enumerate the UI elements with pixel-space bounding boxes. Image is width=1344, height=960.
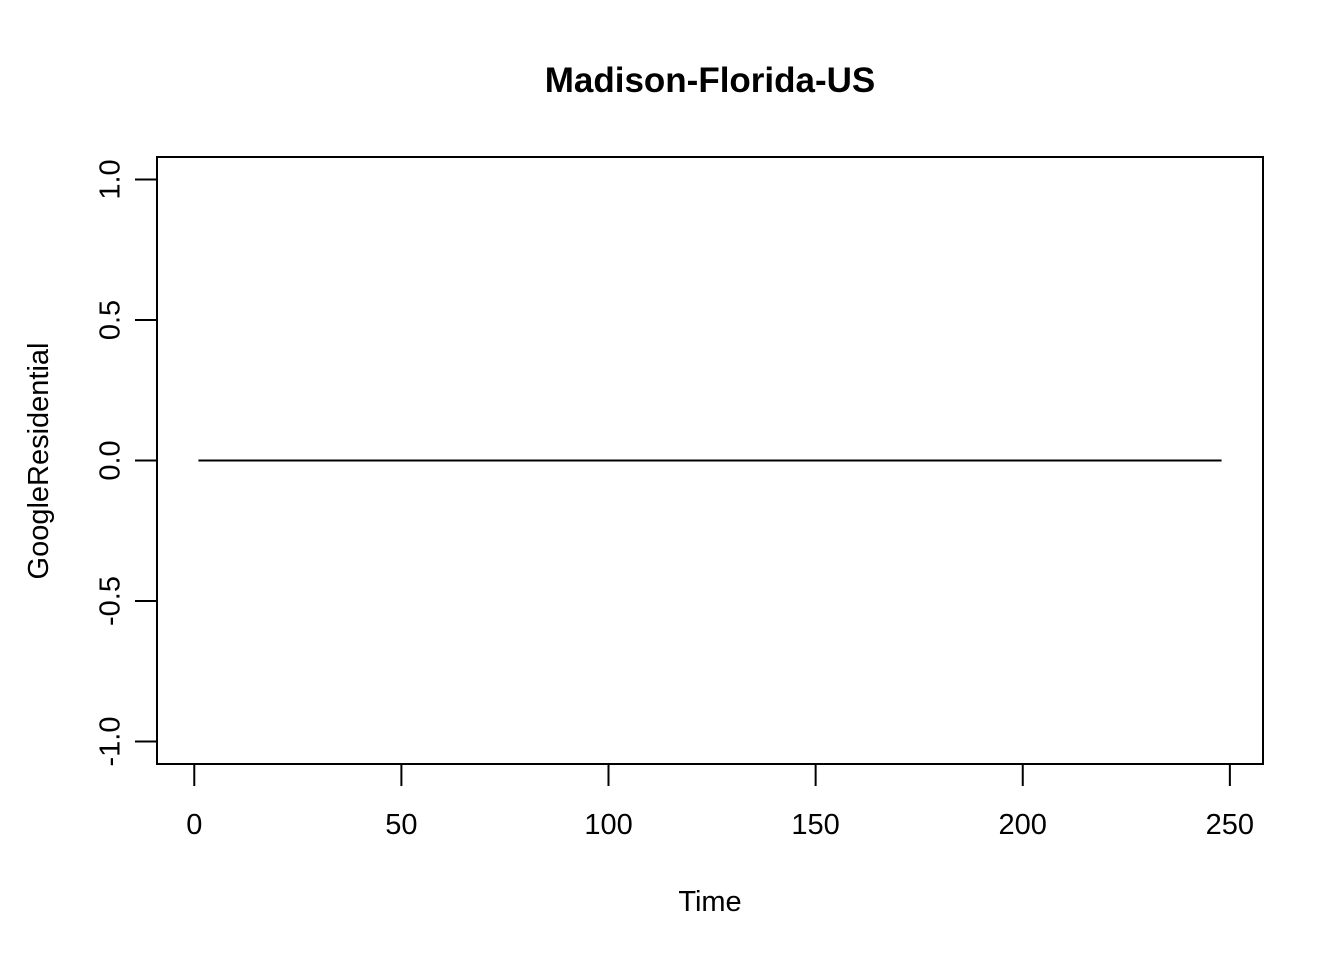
x-tick-label: 100 [584, 809, 632, 841]
x-tick-label: 250 [1206, 809, 1254, 841]
chart-title: Madison-Florida-US [545, 61, 876, 100]
y-tick-label: -1.0 [95, 717, 127, 767]
y-tick-label: -0.5 [95, 576, 127, 626]
x-tick-label: 200 [999, 809, 1047, 841]
x-axis-label: Time [678, 886, 741, 918]
y-axis: -1.0 -0.5 0.0 0.5 1.0 [95, 159, 158, 767]
x-tick-label: 150 [791, 809, 839, 841]
y-tick-label: 0.0 [95, 440, 127, 480]
y-axis-label: GoogleResidential [23, 343, 55, 580]
y-tick-label: 0.5 [95, 300, 127, 340]
x-tick-label: 50 [385, 809, 417, 841]
y-tick-label: 1.0 [95, 159, 127, 199]
x-tick-label: 0 [186, 809, 202, 841]
x-axis: 0 50 100 150 200 250 [186, 763, 1254, 841]
